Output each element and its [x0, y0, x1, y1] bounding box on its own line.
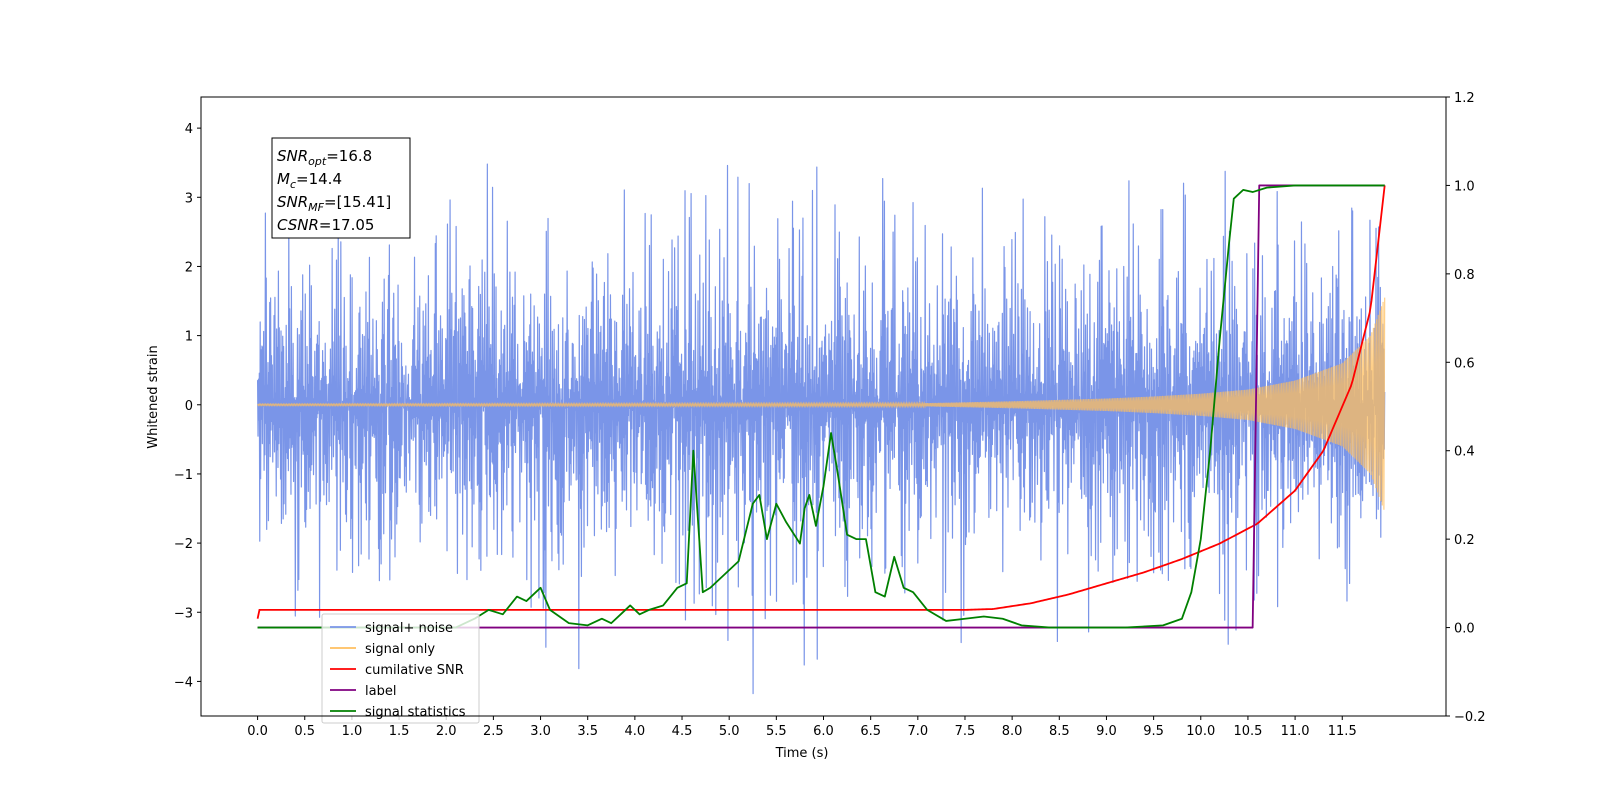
y-right-tick-label: 0.2 [1454, 533, 1475, 548]
y-axis-right: −0.2 0.0 0.2 0.4 0.6 0.8 1.0 1.2 [1446, 91, 1486, 725]
y-left-tick-label: −2 [174, 537, 193, 552]
x-tick-label: 0.5 [294, 724, 315, 739]
x-tick-label: 8.0 [1002, 724, 1023, 739]
x-tick-label: 2.5 [483, 724, 504, 739]
y-left-tick-label: −4 [174, 675, 193, 690]
y-left-tick-label: 1 [185, 330, 193, 345]
annotation-line: SNRMF=[15.41] [277, 193, 391, 214]
y-left-tick-label: −3 [174, 606, 193, 621]
series-cumulative-snr-line [256, 185, 1386, 619]
series-signal-statistics-line [257, 184, 1385, 629]
y-axis-label-left: Whitened strain [146, 345, 161, 448]
x-tick-label: 10.0 [1186, 724, 1215, 739]
legend-label: label [365, 684, 396, 699]
x-tick-label: 2.0 [436, 724, 457, 739]
series-signal-only-line [257, 297, 1386, 510]
x-tick-label: 10.5 [1233, 724, 1262, 739]
y-left-tick-label: 3 [185, 191, 193, 206]
x-tick-label: 7.5 [955, 724, 976, 739]
y-right-tick-label: −0.2 [1454, 710, 1486, 725]
y-left-tick-label: 2 [185, 260, 193, 275]
x-tick-label: 9.5 [1143, 724, 1164, 739]
x-tick-label: 5.0 [719, 724, 740, 739]
x-tick-label: 1.5 [389, 724, 410, 739]
plot-frame [200, 96, 1447, 717]
x-tick-label: 6.0 [813, 724, 834, 739]
series-signal-noise-line [256, 163, 1386, 695]
y-left-tick-label: 4 [185, 122, 193, 137]
annotation-line: SNRopt=16.8 [277, 147, 372, 168]
y-right-tick-label: 0.4 [1454, 445, 1475, 460]
x-axis: 0.0 0.5 1.0 1.5 2.0 2.5 3.0 3.5 4.0 4.5 5.0 5.5 6.0 6… [247, 716, 1357, 739]
y-axis-left: −4 −3 −2 −1 0 1 2 3 4 [174, 122, 201, 690]
annotation-line: Mc=14.4 [277, 170, 342, 191]
x-tick-label: 11.5 [1328, 724, 1357, 739]
legend-label: cumilative SNR [365, 663, 464, 678]
x-tick-label: 3.5 [577, 724, 598, 739]
y-left-tick-label: −1 [174, 468, 193, 483]
x-tick-label: 4.0 [625, 724, 646, 739]
legend-label: signal statistics [365, 705, 466, 720]
x-tick-label: 0.0 [247, 724, 268, 739]
y-right-tick-label: 0.0 [1454, 622, 1475, 637]
x-tick-label: 8.5 [1049, 724, 1070, 739]
annotation-line: CSNR=17.05 [277, 216, 374, 234]
x-tick-label: 5.5 [766, 724, 787, 739]
x-tick-label: 6.5 [860, 724, 881, 739]
legend-label: signal only [365, 642, 435, 657]
x-tick-label: 1.0 [342, 724, 363, 739]
x-tick-label: 7.0 [907, 724, 928, 739]
x-tick-label: 9.0 [1096, 724, 1117, 739]
legend-frame [321, 613, 480, 724]
x-tick-label: 11.0 [1281, 724, 1310, 739]
legend: signal+ noise signal only cumilative SNR la… [321, 613, 480, 724]
y-right-tick-label: 1.2 [1454, 91, 1475, 106]
y-right-tick-label: 0.6 [1454, 356, 1475, 371]
legend-label: signal+ noise [365, 621, 453, 636]
x-axis-label: Time (s) [775, 746, 829, 761]
plot-area [256, 163, 1386, 695]
y-right-tick-label: 1.0 [1454, 179, 1475, 194]
y-left-tick-label: 0 [185, 399, 193, 414]
x-tick-label: 3.0 [530, 724, 551, 739]
annotation-frame [271, 137, 411, 239]
y-right-tick-label: 0.8 [1454, 268, 1475, 283]
x-tick-label: 4.5 [672, 724, 693, 739]
